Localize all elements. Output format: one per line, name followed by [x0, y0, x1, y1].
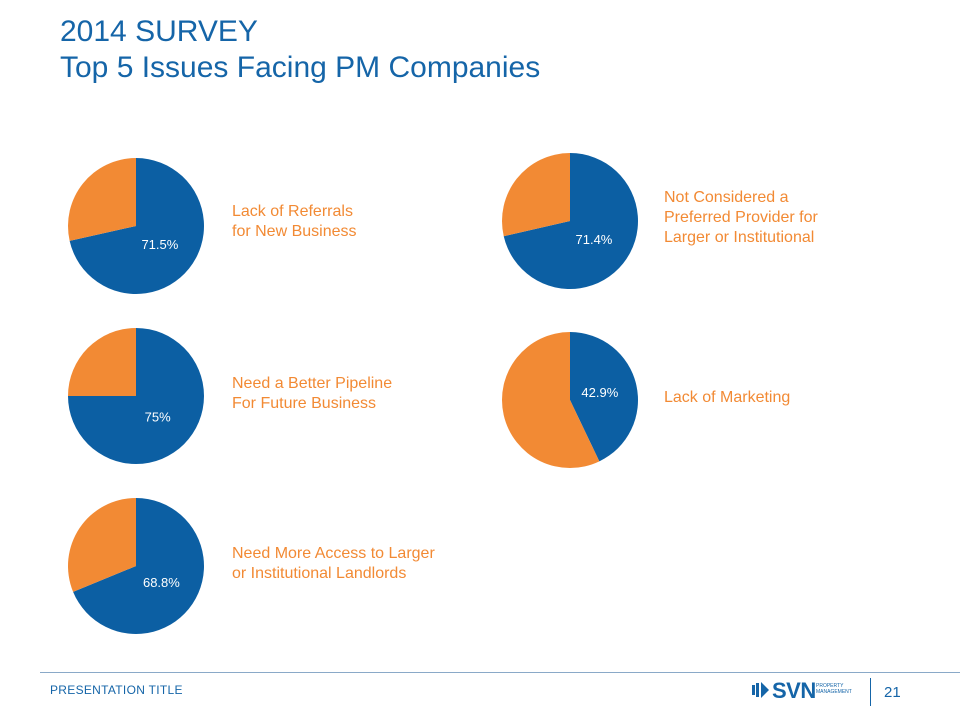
- pie-slice-primary: [73, 498, 204, 634]
- pie-caption-referrals: Lack of Referrals for New Business: [232, 202, 357, 242]
- caption-line: For Future Business: [232, 395, 377, 412]
- logo-sub-line: MANAGEMENT: [816, 689, 852, 695]
- pie-chart-pipeline: 75%: [68, 328, 204, 464]
- pie-chart-marketing: 42.9%: [502, 332, 638, 468]
- pie-slice-primary: [570, 332, 638, 462]
- caption-line: or Institutional Landlords: [232, 565, 407, 582]
- caption-line: for New Business: [232, 223, 357, 240]
- svn-logo-mark-icon: [752, 682, 769, 698]
- logo-subtitle: PROPERTY MANAGEMENT: [816, 683, 852, 695]
- pie-data-label: 71.5%: [141, 237, 178, 252]
- pie-chart-access: 68.8%: [68, 498, 204, 634]
- pie-data-label: 71.4%: [576, 232, 613, 247]
- pie-chart-referrals: 71.5%: [68, 158, 204, 294]
- page-number: 21: [884, 684, 901, 701]
- pie-caption-pipeline: Need a Better Pipeline For Future Busine…: [232, 374, 392, 414]
- caption-line: Preferred Provider for: [664, 209, 818, 226]
- page-number-divider: [870, 678, 871, 706]
- pie-slice-remainder: [68, 158, 136, 241]
- pie-caption-access: Need More Access to Larger or Institutio…: [232, 544, 435, 584]
- logo-sub-line: PROPERTY: [816, 683, 844, 689]
- caption-line: Lack of Marketing: [664, 389, 791, 406]
- caption-line: Larger or Institutional: [664, 229, 815, 246]
- caption-line: Need More Access to Larger: [232, 545, 435, 562]
- pie-chart-preferred-provider: 71.4%: [502, 153, 638, 289]
- presentation-title: PRESENTATION TITLE: [50, 683, 183, 697]
- pie-slice-remainder: [502, 332, 600, 468]
- pie-slice-remainder: [68, 328, 136, 396]
- logo-wordmark: SVN: [772, 678, 816, 703]
- slide-title: 2014 SURVEY Top 5 Issues Facing PM Compa…: [60, 14, 540, 86]
- pie-caption-marketing: Lack of Marketing: [664, 388, 790, 408]
- caption-line: Not Considered a: [664, 189, 789, 206]
- caption-line: Lack of Referrals: [232, 203, 353, 220]
- pie-slice-primary: [69, 158, 204, 294]
- pie-caption-preferred-provider: Not Considered a Preferred Provider for …: [664, 188, 818, 248]
- title-line-1: 2014 SURVEY: [60, 15, 258, 48]
- title-line-2: Top 5 Issues Facing PM Companies: [60, 51, 541, 84]
- pie-data-label: 75%: [145, 410, 171, 425]
- pie-slice-primary: [503, 153, 638, 289]
- pie-slice-remainder: [68, 498, 136, 592]
- caption-line: Need a Better Pipeline: [232, 375, 393, 392]
- footer-divider: [40, 672, 960, 673]
- svn-logo: SVN PROPERTY MANAGEMENT: [752, 678, 852, 704]
- pie-data-label: 68.8%: [143, 575, 180, 590]
- pie-data-label: 42.9%: [581, 385, 618, 400]
- pie-slice-remainder: [502, 153, 570, 237]
